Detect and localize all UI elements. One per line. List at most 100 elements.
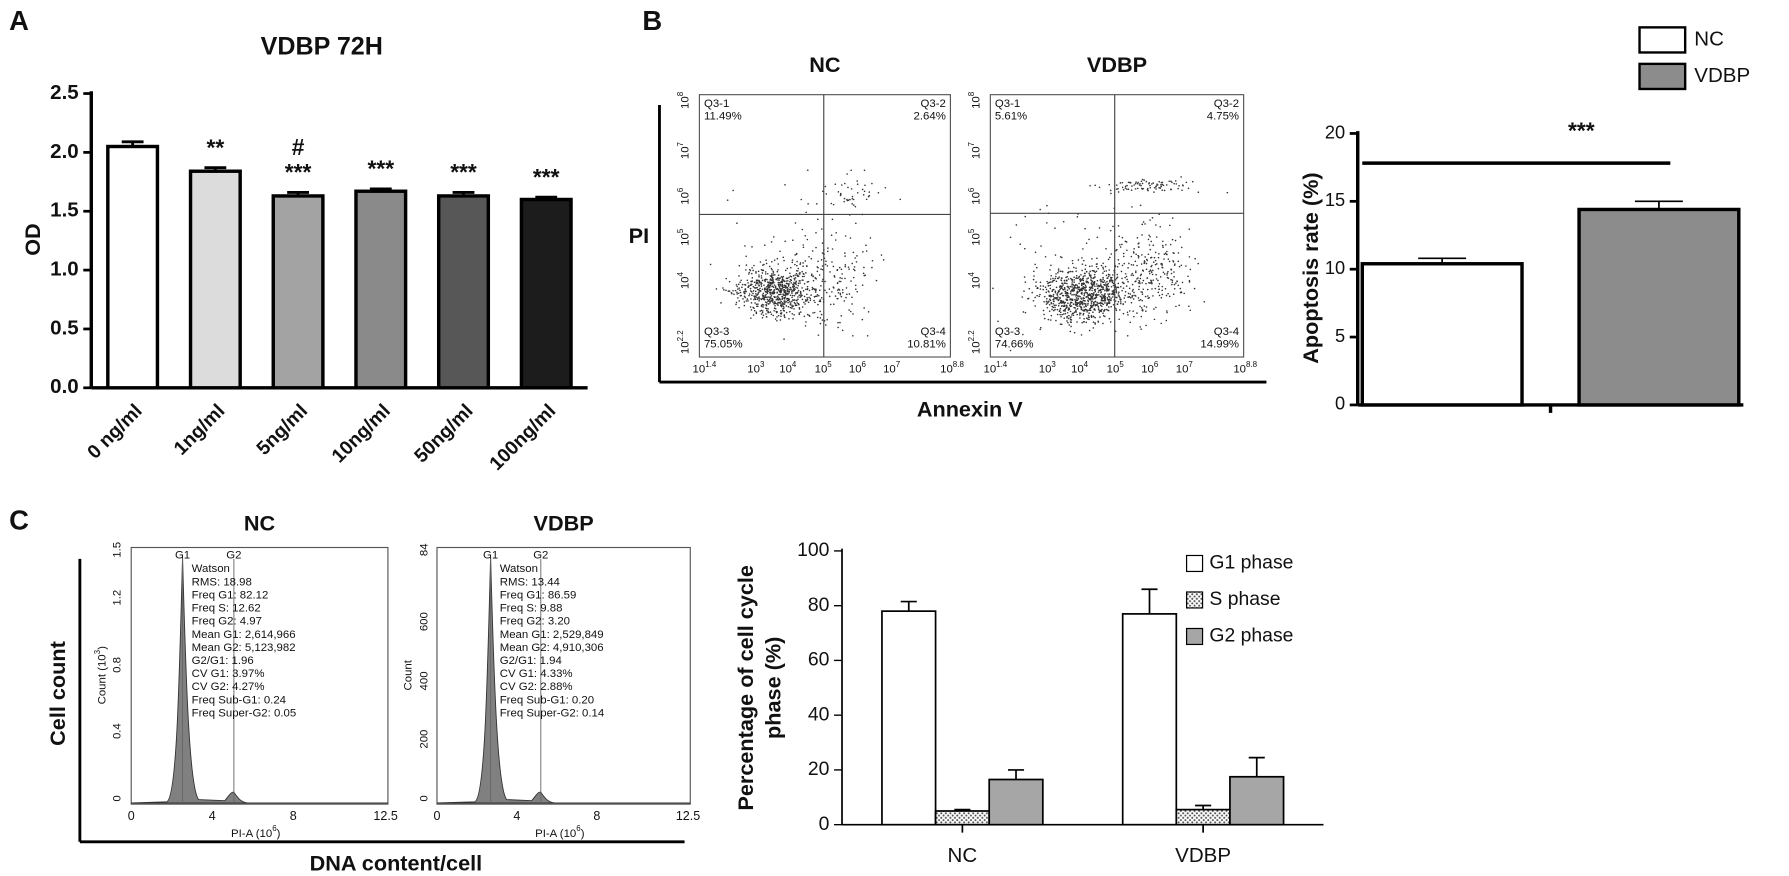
event-dot — [757, 283, 759, 285]
event-dot — [1081, 289, 1083, 292]
event-dot — [808, 315, 811, 317]
event-dot — [1054, 227, 1056, 229]
event-dot — [1116, 303, 1119, 306]
event-dot — [1086, 311, 1088, 313]
event-dot — [1135, 270, 1137, 272]
event-dot — [1095, 283, 1098, 285]
event-dot — [1081, 263, 1084, 265]
y-tick-label: 100 — [797, 539, 830, 561]
event-dot — [1102, 312, 1104, 315]
event-dot — [1140, 184, 1142, 187]
event-dot — [1089, 185, 1091, 187]
event-dot — [799, 262, 802, 264]
significance-label: ** — [206, 134, 224, 160]
event-dot — [806, 285, 809, 288]
event-dot — [775, 288, 778, 291]
event-dot — [760, 282, 763, 285]
event-dot — [1096, 279, 1099, 282]
event-dot — [1141, 187, 1143, 190]
event-dot — [1050, 319, 1052, 321]
event-dot — [784, 269, 787, 272]
event-dot — [820, 268, 822, 270]
event-dot — [1107, 285, 1110, 288]
event-dot — [778, 293, 780, 296]
event-dot — [1046, 204, 1048, 207]
event-dot — [1132, 298, 1135, 300]
bar — [354, 189, 408, 390]
event-dot — [793, 277, 796, 280]
event-dot — [1159, 276, 1162, 278]
event-dot — [1103, 280, 1106, 282]
event-dot — [1074, 284, 1077, 287]
event-dot — [789, 280, 791, 283]
event-dot — [804, 260, 807, 262]
event-dot — [821, 268, 824, 271]
bar — [436, 194, 491, 390]
stat-line: Freq G2: 3.20 — [500, 616, 570, 628]
event-dot — [1060, 305, 1063, 307]
event-dot — [1179, 287, 1182, 290]
event-dot — [830, 234, 833, 236]
event-dot — [1038, 295, 1040, 298]
event-dot — [1178, 185, 1180, 187]
event-dot — [736, 222, 738, 225]
event-dot — [1188, 228, 1191, 230]
event-dot — [1055, 273, 1057, 275]
event-dot — [1063, 279, 1066, 282]
event-dot — [806, 238, 809, 241]
event-dot — [1148, 296, 1150, 299]
event-dot — [801, 306, 804, 308]
event-dot — [865, 244, 867, 247]
event-dot — [1049, 294, 1052, 297]
event-dot — [743, 295, 746, 298]
event-dot — [1132, 310, 1134, 312]
event-dot — [1085, 281, 1088, 284]
event-dot — [844, 235, 847, 237]
y-axis-label-sup: 3 — [93, 649, 102, 654]
event-dot — [1176, 280, 1179, 283]
event-dot — [1082, 314, 1085, 316]
event-dot — [1110, 253, 1113, 255]
event-dot — [1178, 304, 1180, 307]
event-dot — [783, 280, 786, 283]
event-dot — [1127, 280, 1129, 283]
event-dot — [1082, 285, 1085, 288]
event-dot — [1170, 180, 1172, 183]
event-dot — [767, 296, 770, 298]
event-dot — [760, 285, 763, 287]
event-dot — [777, 301, 779, 304]
event-dot — [779, 304, 782, 307]
event-dot — [802, 244, 805, 246]
event-dot — [806, 281, 809, 283]
x-axis-label-close: ) — [581, 828, 585, 840]
event-dot — [1091, 258, 1093, 260]
event-dot — [1155, 185, 1158, 187]
y-tick-label-base: 10 — [680, 192, 692, 205]
event-dot — [1081, 283, 1084, 285]
event-dot — [1152, 261, 1155, 264]
event-dot — [1076, 307, 1079, 310]
event-dot — [1149, 235, 1151, 238]
y-tick-label: 104 — [967, 271, 982, 289]
event-dot — [1065, 298, 1068, 301]
legend-label: NC — [1694, 27, 1724, 50]
event-dot — [806, 169, 809, 171]
event-dot — [1139, 182, 1141, 185]
event-dot — [745, 290, 747, 293]
event-dot — [761, 311, 764, 314]
event-dot — [1112, 225, 1114, 228]
event-dot — [1107, 275, 1110, 278]
event-dot — [824, 280, 826, 283]
event-dot — [1168, 295, 1171, 298]
event-dot — [1108, 269, 1111, 271]
event-dot — [1203, 301, 1206, 303]
event-dot — [1090, 274, 1092, 276]
event-dot — [834, 295, 837, 297]
event-dot — [1103, 299, 1106, 302]
event-dot — [1117, 259, 1120, 261]
event-dot — [1068, 286, 1070, 288]
event-dot — [1172, 293, 1175, 295]
event-dot — [802, 265, 804, 268]
event-dot — [1085, 321, 1088, 324]
event-dot — [1034, 296, 1036, 299]
